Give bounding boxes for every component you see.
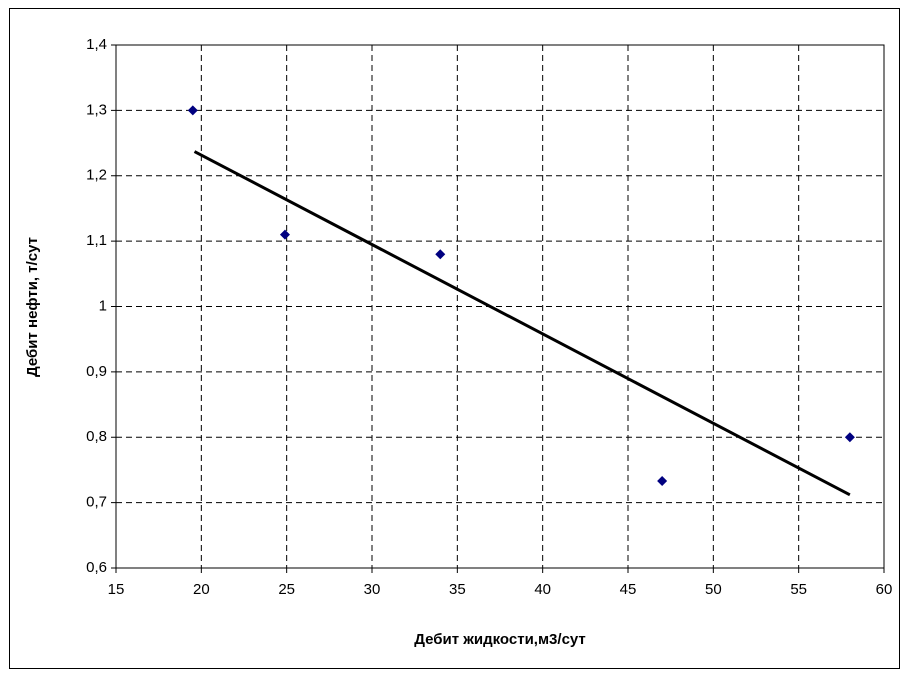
- x-tick-label: 50: [705, 581, 722, 598]
- plot-area: [115, 44, 885, 569]
- x-tick-label: 15: [108, 581, 125, 598]
- x-tick-label: 30: [364, 581, 381, 598]
- data-point: [435, 249, 446, 260]
- x-tick-label: 20: [193, 581, 210, 598]
- x-tick-label: 45: [620, 581, 637, 598]
- y-tick-label: 1: [99, 297, 107, 314]
- y-tick-label: 1,4: [86, 36, 107, 53]
- x-tick-label: 35: [449, 581, 466, 598]
- y-axis-title: Дебит нефти, т/сут: [24, 237, 41, 377]
- y-tick-label: 0,6: [86, 559, 107, 576]
- chart-frame: [9, 8, 900, 669]
- x-axis-title: Дебит жидкости,м3/сут: [414, 631, 586, 648]
- y-tick-label: 0,7: [86, 494, 107, 511]
- x-tick-label: 55: [790, 581, 807, 598]
- x-tick-label: 25: [278, 581, 295, 598]
- y-tick-label: 1,1: [86, 232, 107, 249]
- y-tick-label: 0,9: [86, 363, 107, 380]
- data-point: [657, 476, 668, 487]
- y-tick-label: 1,3: [86, 101, 107, 118]
- trendline: [193, 150, 851, 497]
- y-tick-label: 0,8: [86, 428, 107, 445]
- y-tick-label: 1,2: [86, 167, 107, 184]
- data-point: [844, 432, 855, 443]
- data-point: [187, 105, 198, 116]
- data-point: [279, 229, 290, 240]
- x-tick-label: 40: [534, 581, 551, 598]
- x-tick-label: 60: [876, 581, 893, 598]
